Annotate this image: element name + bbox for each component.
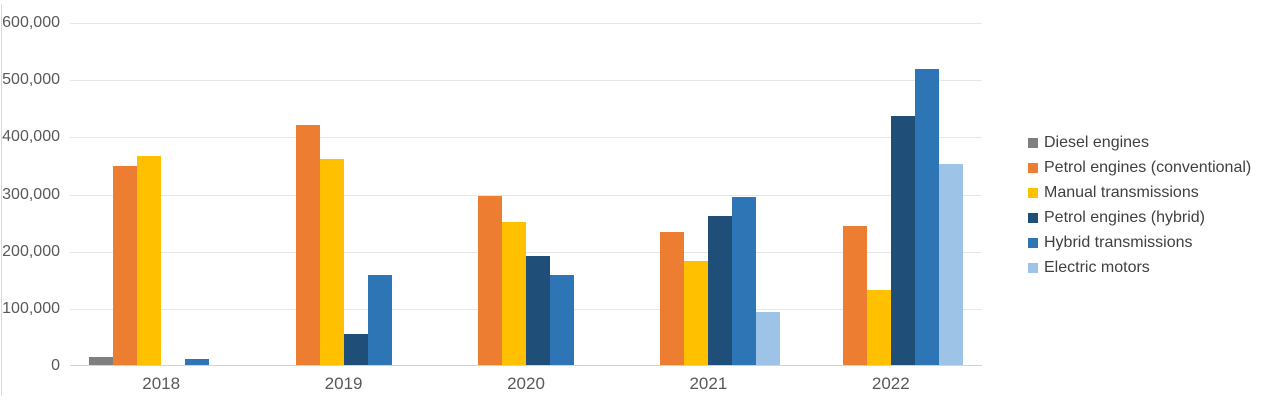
- legend-swatch-icon: [1028, 162, 1038, 173]
- bar-manual-transmissions-2019: [319, 159, 344, 365]
- y-axis-tick-label: 400,000: [2, 128, 60, 146]
- bar-petrol-engines-hybrid-2019: [343, 334, 368, 365]
- y-axis-tick-label: 0: [51, 357, 60, 374]
- legend-item-diesel-engines: Diesel engines: [1028, 130, 1251, 155]
- legend-swatch-icon: [1028, 137, 1038, 148]
- gridline: [70, 80, 982, 82]
- plot-area: [70, 23, 982, 366]
- legend-swatch-icon: [1028, 212, 1038, 223]
- bar-manual-transmissions-2022: [866, 290, 891, 365]
- bar-hybrid-transmissions-2019: [367, 275, 392, 365]
- bar-hybrid-transmissions-2022: [914, 69, 939, 365]
- bar-petrol-engines-conventional-2021: [660, 232, 685, 365]
- bar-group-2020: [454, 23, 598, 365]
- x-axis-tick-label-2018: 2018: [142, 374, 181, 393]
- legend-label: Electric motors: [1044, 258, 1150, 276]
- bar-hybrid-transmissions-2020: [550, 275, 574, 365]
- gridline: [70, 251, 982, 253]
- y-axis-tick-label: 600,000: [2, 14, 60, 31]
- gridline: [70, 23, 982, 24]
- legend-label: Petrol engines (conventional): [1044, 158, 1252, 176]
- bar-group-2018: [89, 23, 233, 365]
- legend-label: Diesel engines: [1044, 133, 1149, 151]
- y-axis-tick-label: 500,000: [2, 71, 60, 89]
- bar-hybrid-transmissions-2021: [732, 197, 757, 365]
- legend-label: Hybrid transmissions: [1044, 233, 1193, 251]
- legend-item-petrol-engines-hybrid: Petrol engines (hybrid): [1028, 205, 1251, 230]
- chart-left-border: [1, 4, 2, 396]
- legend-swatch-icon: [1028, 262, 1038, 273]
- y-axis-tick-label: 100,000: [2, 299, 60, 317]
- bar-petrol-engines-hybrid-2022: [890, 116, 915, 365]
- gridline: [70, 194, 982, 196]
- x-axis-tick-label-2020: 2020: [507, 374, 545, 393]
- bar-electric-motors-2021: [756, 312, 781, 365]
- bar-petrol-engines-conventional-2020: [478, 196, 502, 365]
- bar-petrol-engines-conventional-2019: [295, 125, 320, 365]
- bar-manual-transmissions-2020: [502, 222, 526, 365]
- bar-petrol-engines-conventional-2018: [113, 166, 138, 365]
- y-axis-tick-label: 200,000: [2, 242, 60, 260]
- gridline: [70, 137, 982, 139]
- legend-item-petrol-engines-conventional: Petrol engines (conventional): [1028, 155, 1251, 180]
- legend-swatch-icon: [1028, 237, 1038, 248]
- bar-hybrid-transmissions-2018: [185, 359, 210, 365]
- legend-item-electric-motors: Electric motors: [1028, 255, 1251, 280]
- bar-petrol-engines-hybrid-2021: [708, 216, 733, 365]
- legend-label: Manual transmissions: [1044, 183, 1199, 201]
- y-axis-tick-label: 300,000: [2, 185, 60, 203]
- x-axis-tick-label-2019: 2019: [324, 374, 363, 393]
- bar-diesel-engines-2018: [89, 357, 114, 365]
- bar-electric-motors-2022: [938, 164, 963, 365]
- legend-item-hybrid-transmissions: Hybrid transmissions: [1028, 230, 1251, 255]
- bar-manual-transmissions-2018: [137, 156, 162, 365]
- legend: Diesel engines Petrol engines (convention…: [1028, 130, 1251, 280]
- x-axis-tick-label-2022: 2022: [871, 374, 910, 393]
- legend-label: Petrol engines (hybrid): [1044, 208, 1205, 226]
- legend-item-manual-transmissions: Manual transmissions: [1028, 180, 1251, 205]
- x-axis-tick-label-2021: 2021: [689, 374, 728, 393]
- bar-manual-transmissions-2021: [684, 261, 709, 365]
- bar-group-2021: [636, 23, 781, 365]
- bar-group-2019: [272, 23, 416, 365]
- legend-swatch-icon: [1028, 187, 1038, 198]
- bar-petrol-engines-conventional-2022: [842, 226, 867, 365]
- bar-petrol-engines-hybrid-2020: [526, 256, 550, 365]
- bar-group-2022: [819, 23, 963, 365]
